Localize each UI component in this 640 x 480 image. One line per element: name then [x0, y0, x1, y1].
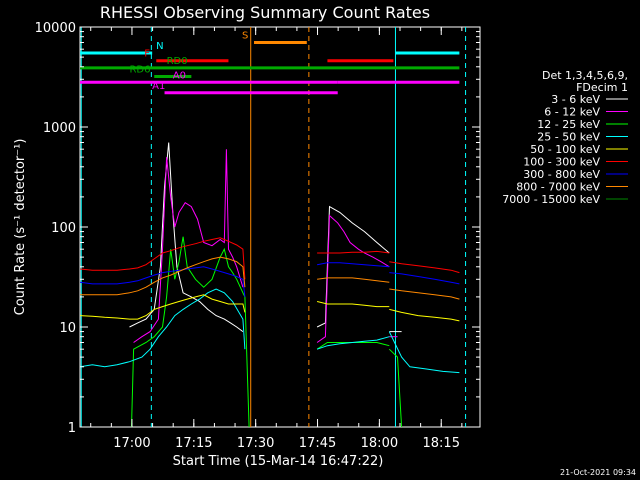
flag-label: S	[242, 30, 248, 41]
legend-entry-label: 12 - 25 keV	[537, 118, 600, 131]
legend-entry-label: 6 - 12 keV	[544, 106, 600, 119]
legend-entry-label: 300 - 800 keV	[523, 168, 600, 181]
x-tick-label: 18:00	[361, 436, 398, 451]
series-line	[80, 288, 246, 368]
y-tick-label: 100	[51, 221, 76, 236]
series-line	[133, 149, 244, 343]
y-axis-label: Count Rate (s⁻¹ detector⁻¹)	[13, 139, 28, 316]
y-axis: 1 10 100 1000 10000	[35, 21, 480, 436]
series-line	[317, 262, 390, 268]
legend-entry-label: 50 - 100 keV	[530, 143, 600, 156]
series-line	[80, 266, 246, 297]
series-line	[388, 348, 403, 427]
flag-label: RD0	[167, 56, 188, 67]
series-line	[316, 214, 390, 343]
y-tick-label: 10000	[35, 21, 76, 36]
legend-entry-label: 7000 - 15000 keV	[502, 193, 600, 206]
legend-entry-label: 3 - 6 keV	[551, 93, 600, 106]
flag-label: RD6	[129, 64, 150, 75]
x-axis-label: Start Time (15-Mar-14 16:47:22)	[173, 454, 384, 469]
legend-entry-label: 800 - 7000 keV	[516, 181, 600, 194]
x-tick-label: 18:15	[423, 436, 460, 451]
series-line	[80, 256, 246, 296]
series-line	[389, 261, 460, 274]
y-tick-label: 10	[59, 321, 76, 336]
series-line	[388, 331, 460, 374]
y-tick-label: 1000	[43, 121, 76, 136]
legend-entry-label: 100 - 300 keV	[523, 156, 600, 169]
series-line	[80, 237, 246, 280]
series-line	[389, 272, 460, 285]
legend-header: Det 1,3,4,5,6,9,	[542, 69, 628, 82]
x-tick-label: 17:30	[237, 436, 274, 451]
series-line	[316, 336, 390, 350]
y-tick-label: 1	[68, 421, 76, 436]
series-line	[317, 277, 390, 283]
flag-label: A1	[152, 81, 165, 92]
x-tick-label: 17:00	[113, 436, 150, 451]
series-line	[317, 250, 390, 254]
series-line	[80, 294, 246, 320]
x-axis: 17:00 17:15 17:30 17:45 18:00 18:15	[90, 27, 463, 451]
timestamp: 21-Oct-2021 09:34	[560, 468, 636, 477]
series-line	[389, 308, 460, 322]
legend-header: FDecim 1	[576, 81, 628, 94]
plot-area	[80, 27, 467, 427]
x-tick-label: 17:15	[175, 436, 212, 451]
legend-entry-label: 25 - 50 keV	[537, 131, 600, 144]
series-line	[316, 301, 390, 308]
chart-title: RHESSI Observing Summary Count Rates	[100, 3, 430, 22]
x-tick-label: 17:45	[299, 436, 336, 451]
flag-label: F	[144, 49, 150, 60]
flag-label: A0	[173, 70, 186, 81]
flag-label: N	[156, 41, 163, 52]
series-line	[389, 288, 460, 300]
